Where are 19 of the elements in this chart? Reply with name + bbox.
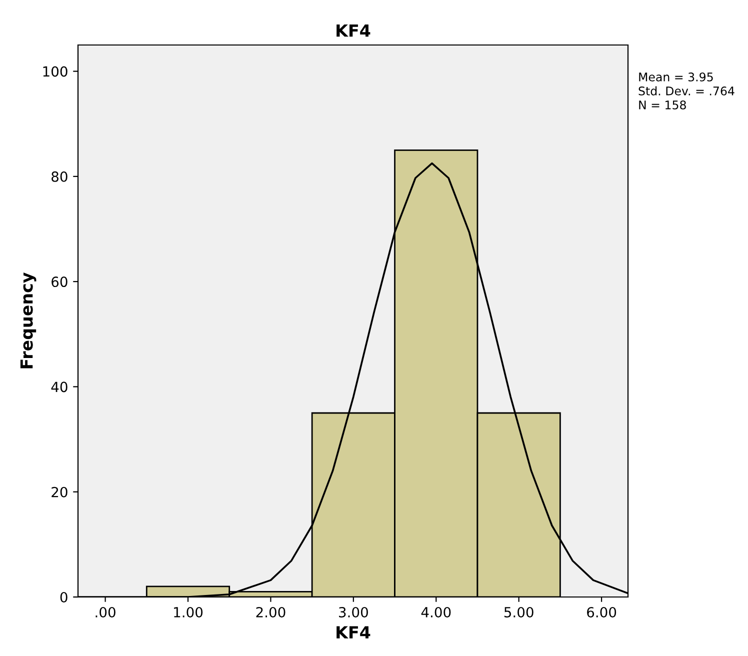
chart-title: KF4 [336,24,370,37]
x-tick-label: 5.00 [504,606,534,618]
x-tick-label: 2.00 [256,606,286,618]
y-axis-title: Frequency [20,272,36,368]
x-tick-label: 6.00 [587,606,616,618]
text: Std. Dev. = .764 [638,86,734,96]
x-tick-label: .00 [96,606,116,618]
text: N = 158 [639,100,686,110]
x-tick-label: 3.00 [339,606,368,618]
y-tick-label: 0 [60,592,68,602]
y-tick-label: 60 [52,276,68,288]
x-tick-label: 4.00 [421,606,451,618]
x-axis-title: KF4 [336,626,370,638]
y-tick-label: 40 [51,382,68,392]
y-tick-label: 20 [52,486,68,498]
y-tick-label: 80 [52,171,68,182]
text: Mean = 3.95 [639,72,713,82]
x-tick-label: 1.00 [174,606,203,618]
y-tick-label: 100 [43,66,68,77]
